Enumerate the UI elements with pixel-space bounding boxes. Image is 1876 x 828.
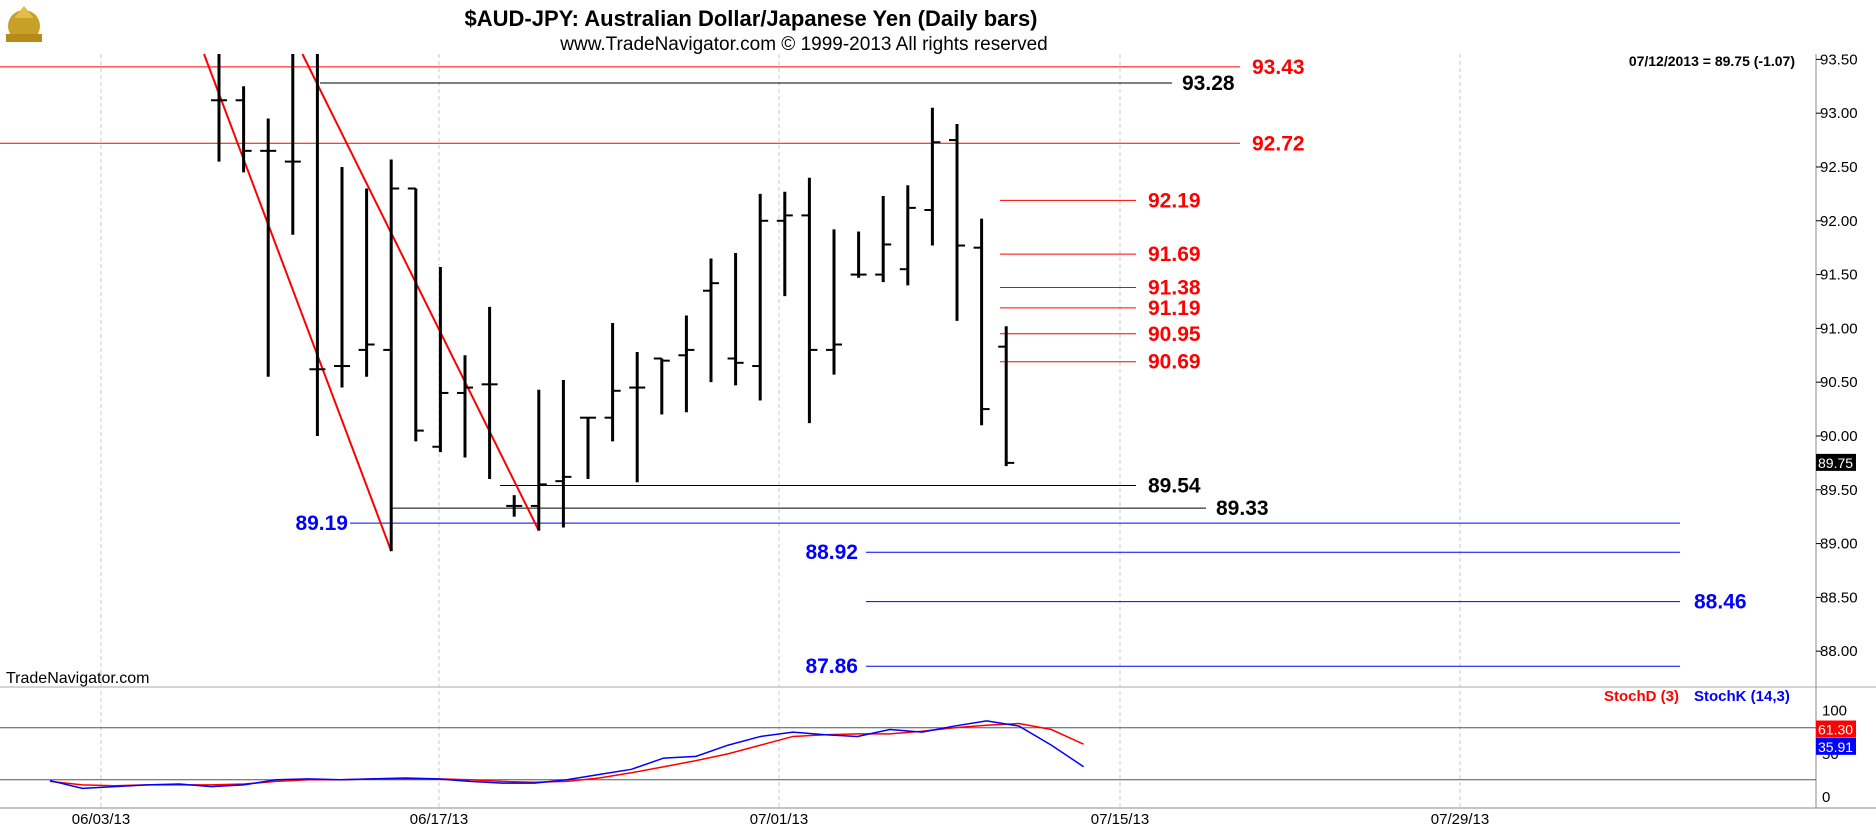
x-tick-label: 07/01/13 [750,811,808,828]
ohlc-bar [580,416,596,480]
ohlc-bar [653,357,670,415]
ohlc-bar [309,54,326,436]
ohlc-bar [629,352,646,483]
last-price-tag [1816,453,1856,471]
level-label: 93.43 [1252,56,1305,79]
level-label: 89.19 [295,512,348,535]
chart-subtitle: www.TradeNavigator.com © 1999-2013 All r… [559,34,1047,55]
ohlc-bar [383,159,400,552]
x-tick-label: 06/03/13 [72,811,130,828]
last-price-tag-text: 89.75 [1818,455,1853,471]
price-pane [0,54,1816,686]
ohlc-bar [334,166,350,388]
chart-title: $AUD-JPY: Australian Dollar/Japanese Yen… [464,6,1037,31]
y-tick-label: 90.00 [1820,428,1858,445]
y-tick-label: 92.00 [1820,213,1858,230]
trendline [203,53,393,552]
x-tick-label: 07/15/13 [1091,811,1149,828]
stochk-legend: StochK (14,3) [1694,688,1790,705]
y-tick-label: 91.50 [1820,267,1858,284]
watermark-label: TradeNavigator.com [6,670,149,687]
ohlc-bar [211,54,227,162]
stochd-tag-text: 61.30 [1818,722,1853,738]
y-tick-label: 89.50 [1820,482,1858,499]
level-label: 92.19 [1148,189,1201,212]
ohlc-bar [358,188,375,377]
indicator-pane [0,688,1816,808]
stochd-legend: StochD (3) [1604,688,1679,705]
ohlc-bar [235,86,252,173]
ohlc-bar [850,231,867,278]
ohlc-bar [457,355,473,458]
ohlc-bar [776,191,793,297]
stochk-tag-text: 35.91 [1818,739,1853,755]
y-tick-label: 88.00 [1820,643,1858,660]
level-label: 91.19 [1148,297,1201,320]
ohlc-bar [407,187,424,442]
indicator-y-tick-label: 100 [1822,703,1847,720]
ohlc-bar [899,185,916,286]
y-tick-label: 88.50 [1820,589,1858,606]
level-label: 92.72 [1252,132,1305,155]
ohlc-bar [875,196,892,283]
level-label: 88.46 [1694,591,1747,614]
ohlc-bar [998,326,1015,467]
last-value-label: 07/12/2013 = 89.75 (-1.07) [1629,53,1795,69]
stochd-tag [1816,720,1856,738]
ohlc-bar [678,315,695,413]
ohlc-bar [555,380,572,528]
ohlc-bar [530,389,547,531]
logo-icon [6,6,42,42]
ohlc-bar [703,258,719,383]
y-tick-label: 90.50 [1820,374,1858,391]
y-tick-label: 93.50 [1820,51,1858,68]
y-tick-label: 91.00 [1820,320,1858,337]
ohlc-bar [826,229,842,375]
ohlc-bar [752,193,769,401]
x-tick-label: 06/17/13 [410,811,468,828]
chart-header: $AUD-JPY: Australian Dollar/Japanese Yen… [6,6,1048,55]
trendline [301,53,540,532]
ohlc-bar [801,177,818,424]
x-tick-label: 07/29/13 [1431,811,1489,828]
ohlc-bar [924,107,941,246]
ohlc-bar [604,323,621,442]
level-label: 93.28 [1182,72,1235,95]
stochd-line [49,722,1084,787]
stochk-tag [1816,737,1856,755]
indicator-y-tick-label: 0 [1822,789,1830,806]
ohlc-bar [973,218,990,426]
stochk-line [49,720,1085,790]
level-label: 90.69 [1148,351,1201,374]
y-tick-label: 93.00 [1820,105,1858,122]
ohlc-bar [432,267,449,453]
level-label: 87.86 [805,655,858,678]
ohlc-bar [949,123,965,321]
ohlc-bar [481,306,498,480]
ohlc-bar [727,253,744,386]
ohlc-bar [284,54,301,235]
y-tick-label: 92.50 [1820,159,1858,176]
ohlc-bar [506,495,523,517]
level-label: 90.95 [1148,323,1201,346]
y-tick-label: 89.00 [1820,536,1858,553]
level-label: 89.54 [1148,474,1201,497]
ohlc-bar [260,118,277,377]
level-label: 91.38 [1148,276,1201,299]
level-label: 88.92 [805,541,858,564]
level-label: 89.33 [1216,497,1269,520]
level-label: 91.69 [1148,243,1201,266]
